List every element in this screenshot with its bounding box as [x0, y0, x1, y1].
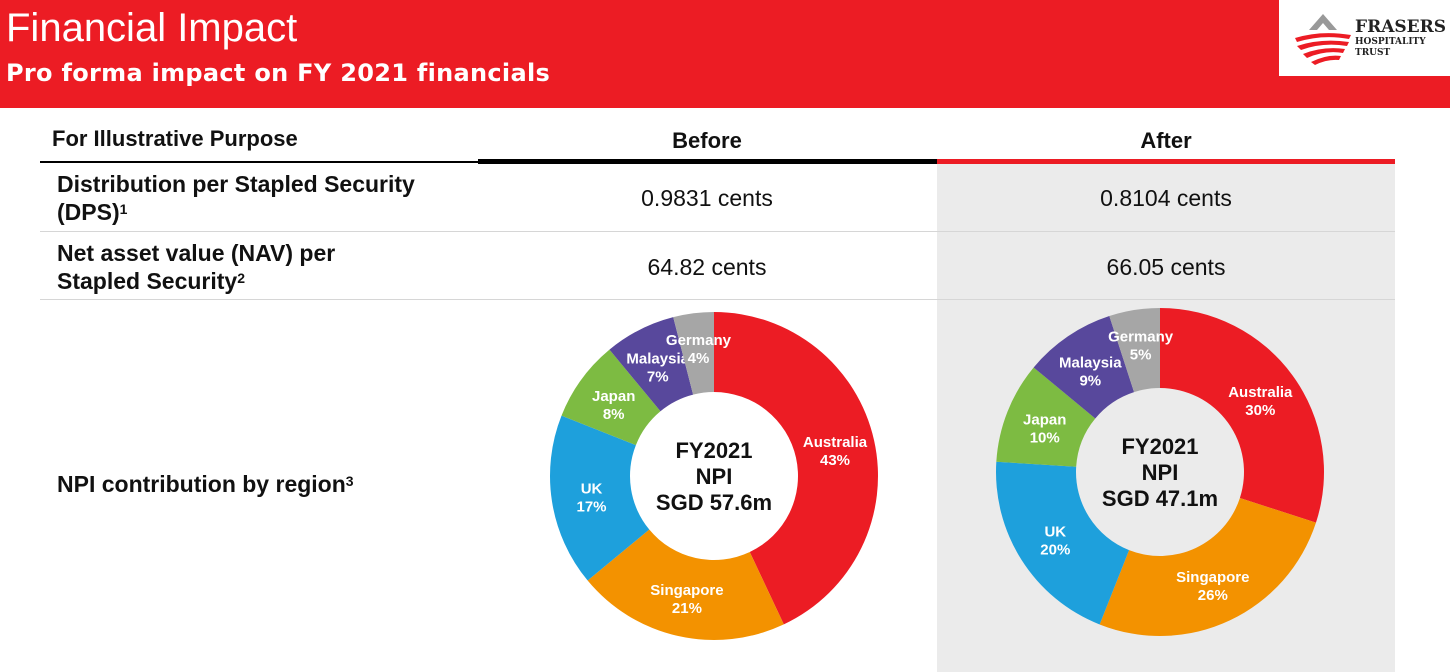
donut-slice-australia [714, 312, 878, 625]
donut-label-japan: Japan [592, 388, 635, 405]
donut-slice-malaysia [1033, 316, 1135, 419]
donut-slice-australia [1160, 308, 1324, 523]
column-header-after: After [1140, 128, 1192, 153]
header-rule-left [40, 161, 478, 163]
logo-text-line2: HOSPITALITY [1355, 37, 1426, 47]
header-rule-before [478, 159, 937, 164]
donut-slice-japan [561, 349, 661, 446]
logo-wordmark: FRASERS HOSPITALITY TRUST [1355, 19, 1446, 58]
donut-label-singapore: Singapore [650, 582, 723, 599]
donut-pct-singapore: 21% [672, 600, 702, 617]
donut-label-germany: Germany [1108, 329, 1174, 346]
page-title: Financial Impact [6, 6, 298, 50]
donut-slice-japan [996, 367, 1096, 467]
donut-pct-australia: 30% [1245, 402, 1275, 419]
row-label-dps-line2: (DPS) [57, 199, 120, 225]
donut-center-text-2: SGD 47.1m [1102, 486, 1218, 511]
dps-after-value: 0.8104 cents [1100, 185, 1232, 211]
donut-center-text-0: FY2021 [1121, 434, 1198, 459]
dps-before-value: 0.9831 cents [641, 185, 773, 211]
row-label-dps: Distribution per Stapled Security (DPS)1 [57, 170, 415, 226]
donut-label-germany: Germany [666, 332, 732, 349]
column-header-label: For Illustrative Purpose [52, 126, 298, 151]
donut-label-australia: Australia [803, 434, 868, 451]
row-label-nav-line2: Stapled Security [57, 268, 238, 294]
donut-slice-singapore [587, 529, 784, 640]
row-label-dps-line1: Distribution per Stapled Security [57, 171, 415, 197]
donut-pct-malaysia: 9% [1079, 372, 1101, 389]
donut-label-singapore: Singapore [1176, 569, 1249, 586]
donut-slice-uk [550, 415, 650, 581]
donut-slice-germany [673, 312, 714, 395]
donut-label-japan: Japan [1023, 411, 1066, 428]
donut-pct-japan: 10% [1030, 429, 1060, 446]
company-logo: FRASERS HOSPITALITY TRUST [1279, 0, 1450, 76]
donut-pct-japan: 8% [603, 406, 625, 423]
donut-pct-germany: 4% [688, 350, 710, 367]
nav-before-value: 64.82 cents [647, 254, 767, 280]
donut-pct-germany: 5% [1130, 347, 1152, 364]
column-header-before: Before [672, 128, 742, 153]
donut-center-text-0: FY2021 [675, 438, 752, 463]
footnote-2: 2 [237, 270, 246, 286]
donut-slice-germany [1109, 308, 1160, 393]
logo-text-line3: TRUST [1355, 48, 1391, 58]
donut-pct-uk: 20% [1040, 541, 1070, 558]
donut-slice-uk [996, 461, 1130, 625]
donut-slice-malaysia [609, 317, 694, 412]
logo-text-line1: FRASERS [1355, 17, 1447, 37]
row-label-npi-text: NPI contribution by region [57, 471, 346, 497]
donut-label-australia: Australia [1228, 384, 1293, 401]
frasers-logo-icon [1295, 14, 1351, 65]
header-rule-after [937, 159, 1395, 164]
donut-pct-malaysia: 7% [647, 369, 669, 386]
header-banner: Financial Impact Pro forma impact on FY … [0, 0, 1450, 108]
footnote-3: 3 [345, 473, 354, 489]
donut-slice-singapore [1099, 497, 1316, 636]
donut-label-malaysia: Malaysia [1059, 354, 1122, 371]
page-subtitle: Pro forma impact on FY 2021 financials [6, 59, 551, 87]
row-divider [40, 231, 1395, 232]
row-label-npi: NPI contribution by region3 [57, 470, 354, 498]
donut-pct-australia: 43% [820, 452, 850, 469]
donut-label-uk: UK [581, 480, 603, 497]
nav-after-value: 66.05 cents [1106, 254, 1226, 280]
donut-pct-uk: 17% [577, 498, 607, 515]
donut-center-text-1: NPI [1142, 460, 1179, 485]
donut-label-uk: UK [1044, 523, 1066, 540]
row-label-nav: Net asset value (NAV) per Stapled Securi… [57, 239, 335, 295]
donut-label-malaysia: Malaysia [626, 351, 689, 368]
donut-pct-singapore: 26% [1198, 587, 1228, 604]
donut-center-text-2: SGD 57.6m [656, 490, 772, 515]
footnote-1: 1 [119, 201, 128, 217]
row-divider [40, 299, 1395, 300]
donut-center-text-1: NPI [696, 464, 733, 489]
row-label-nav-line1: Net asset value (NAV) per [57, 240, 336, 266]
